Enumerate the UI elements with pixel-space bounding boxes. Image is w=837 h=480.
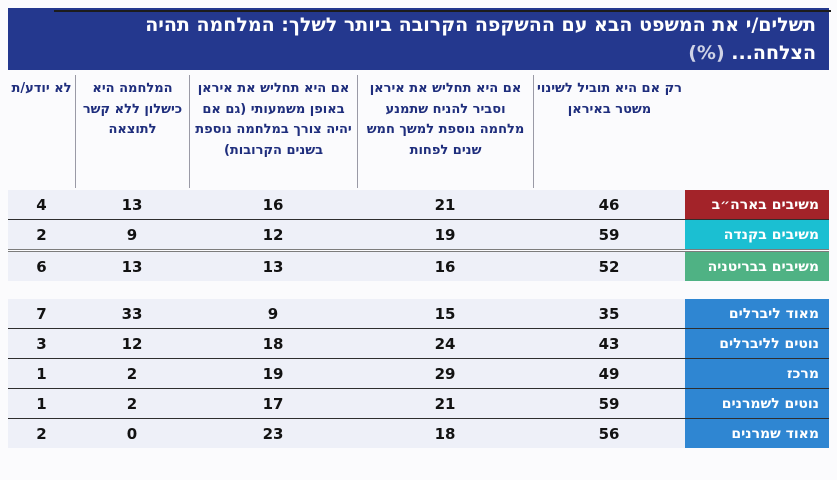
- cell-value: 12: [189, 220, 357, 249]
- column-header-regime-change: רק אם היא תוביל לשינוי משטר באיראן: [533, 75, 685, 188]
- table-row: משיבים בארה״ב 46 21 16 13 4: [8, 190, 829, 219]
- table-row: נוטים לליברלים 43 24 18 12 3: [8, 328, 829, 358]
- top-divider-line: [54, 10, 831, 12]
- cell-value: 9: [189, 299, 357, 328]
- cell-value: 56: [533, 419, 685, 448]
- page-title-line2-text: הצלחה...: [731, 42, 816, 64]
- row-label: משיבים בבריטניה: [685, 252, 829, 281]
- cell-value: 17: [189, 389, 357, 418]
- row-label: משיבים בקנדה: [685, 220, 829, 249]
- cell-value: 3: [8, 329, 75, 358]
- row-label: מאוד שמרנים: [685, 419, 829, 448]
- cell-value: 19: [189, 359, 357, 388]
- cell-value: 15: [357, 299, 533, 328]
- cell-value: 2: [8, 419, 75, 448]
- cell-value: 12: [75, 329, 189, 358]
- cell-value: 24: [357, 329, 533, 358]
- cell-value: 2: [8, 220, 75, 249]
- cell-value: 18: [189, 329, 357, 358]
- title-banner: תשלים/י את המשפט הבא עם ההשקפה הקרובה בי…: [8, 8, 829, 70]
- row-label-column-spacer: [685, 75, 829, 188]
- cell-value: 16: [357, 252, 533, 281]
- table-row: משיבים בבריטניה 52 16 13 13 6: [8, 249, 829, 281]
- cell-value: 13: [75, 190, 189, 219]
- cell-value: 33: [75, 299, 189, 328]
- column-header-war-is-failure: המלחמה היא כישלון ללא קשר לתוצאה: [75, 75, 189, 188]
- cell-value: 13: [75, 252, 189, 281]
- table-row: נוטים לשמרנים 59 21 17 2 1: [8, 388, 829, 418]
- cell-value: 29: [357, 359, 533, 388]
- cell-value: 2: [75, 359, 189, 388]
- cell-value: 59: [533, 220, 685, 249]
- cell-value: 4: [8, 190, 75, 219]
- cell-value: 16: [189, 190, 357, 219]
- table-row: משיבים בקנדה 59 19 12 9 2: [8, 219, 829, 249]
- cell-value: 43: [533, 329, 685, 358]
- cell-value: 9: [75, 220, 189, 249]
- table-row: מאוד ליברלים 35 15 9 33 7: [8, 299, 829, 328]
- survey-table: רק אם היא תוביל לשינוי משטר באיראן אם הי…: [8, 75, 829, 448]
- page-title-line1: תשלים/י את המשפט הבא עם ההשקפה הקרובה בי…: [145, 14, 816, 36]
- percent-suffix: (%): [688, 42, 725, 64]
- cell-value: 13: [189, 252, 357, 281]
- table-row: מאוד שמרנים 56 18 23 0 2: [8, 418, 829, 448]
- cell-value: 2: [75, 389, 189, 418]
- table-row: מרכז 49 29 19 2 1: [8, 358, 829, 388]
- column-header-weaken-prevent-war: אם היא תחליש את איראן וסביר להניח שתמנע …: [357, 75, 533, 188]
- cell-value: 1: [8, 359, 75, 388]
- column-header-weaken-significantly: אם היא תחליש את איראן באופן משמעותי (גם …: [189, 75, 357, 188]
- cell-value: 19: [357, 220, 533, 249]
- cell-value: 7: [8, 299, 75, 328]
- row-label: נוטים לשמרנים: [685, 389, 829, 418]
- cell-value: 1: [8, 389, 75, 418]
- cell-value: 21: [357, 190, 533, 219]
- row-label: משיבים בארה״ב: [685, 190, 829, 219]
- cell-value: 35: [533, 299, 685, 328]
- row-label: נוטים לליברלים: [685, 329, 829, 358]
- column-header-dont-know: לא יודע/ת: [11, 81, 72, 96]
- cell-value: 18: [357, 419, 533, 448]
- respondents-by-country: משיבים בארה״ב 46 21 16 13 4 משיבים בקנדה…: [8, 190, 829, 281]
- cell-value: 59: [533, 389, 685, 418]
- respondents-by-ideology: מאוד ליברלים 35 15 9 33 7 נוטים לליברלים…: [8, 299, 829, 448]
- cell-value: 21: [357, 389, 533, 418]
- cell-value: 46: [533, 190, 685, 219]
- cell-value: 0: [75, 419, 189, 448]
- cell-value: 6: [8, 252, 75, 281]
- row-label: מאוד ליברלים: [685, 299, 829, 328]
- row-label: מרכז: [685, 359, 829, 388]
- table-header-row: רק אם היא תוביל לשינוי משטר באיראן אם הי…: [8, 75, 829, 188]
- cell-value: 49: [533, 359, 685, 388]
- cell-value: 23: [189, 419, 357, 448]
- table-body: משיבים בארה״ב 46 21 16 13 4 משיבים בקנדה…: [8, 190, 829, 448]
- page-title-line2: הצלחה... (%): [21, 39, 816, 67]
- cell-value: 52: [533, 252, 685, 281]
